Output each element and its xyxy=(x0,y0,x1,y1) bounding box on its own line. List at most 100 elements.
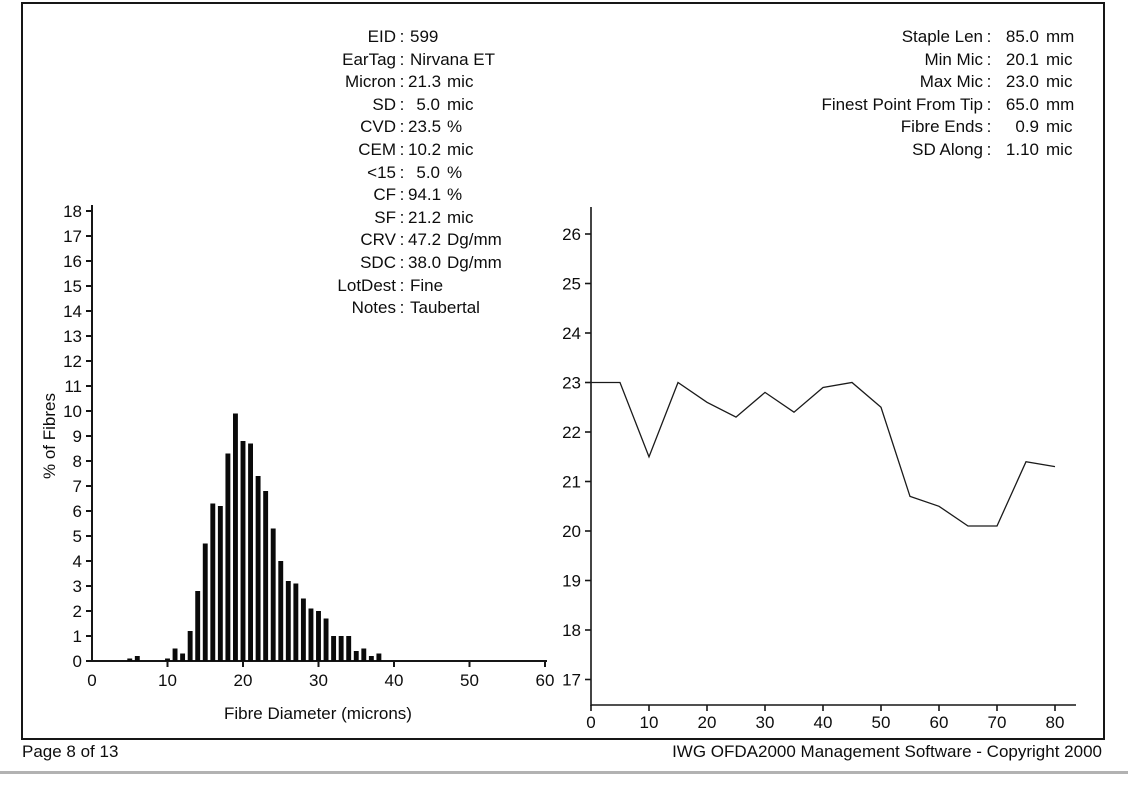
colon: : xyxy=(399,72,405,92)
histogram-bar xyxy=(255,476,261,661)
y-tick-label: 6 xyxy=(73,502,82,521)
field-label: Notes xyxy=(351,298,396,318)
y-tick-label: 4 xyxy=(73,552,82,571)
field-unit: mm xyxy=(1046,94,1075,114)
colon: : xyxy=(399,207,405,227)
histogram-bar xyxy=(172,648,178,661)
info-row: Staple Len:85.0 mm xyxy=(0,26,1075,49)
field-value: Fine xyxy=(410,275,444,295)
info-row: SF:21.2 mic xyxy=(22,207,502,230)
y-tick-label: 24 xyxy=(562,324,581,343)
field-value: 5.0 xyxy=(416,162,440,182)
field-unit: Dg/mm xyxy=(447,252,502,272)
info-row: <15:5.0% xyxy=(22,162,502,185)
x-tick-label: 40 xyxy=(385,671,404,690)
x-tick-label: 60 xyxy=(536,671,555,690)
histogram-bar xyxy=(308,608,314,661)
info-row: CVD:23.5% xyxy=(22,116,502,139)
histogram-bar xyxy=(331,636,337,661)
x-tick-label: 80 xyxy=(1046,713,1065,732)
histogram-bar xyxy=(293,583,299,661)
info-row: LotDest: Fine xyxy=(22,275,502,298)
x-tick-label: 10 xyxy=(640,713,659,732)
field-unit: mic xyxy=(1046,49,1073,69)
colon: : xyxy=(986,117,992,137)
histogram-bar xyxy=(346,636,352,661)
field-label: CEM xyxy=(358,139,396,159)
histogram-bar xyxy=(263,491,269,661)
colon: : xyxy=(399,162,405,182)
field-value: 47.2 xyxy=(408,230,442,250)
colon: : xyxy=(399,139,405,159)
histogram-bar xyxy=(278,561,284,661)
field-unit: % xyxy=(447,185,463,205)
field-value: 0.9 xyxy=(1015,117,1039,137)
colon: : xyxy=(399,185,405,205)
y-tick-label: 18 xyxy=(562,621,581,640)
y-tick-label: 0 xyxy=(73,652,82,671)
field-unit: mic xyxy=(447,72,474,92)
histogram-bar xyxy=(338,636,344,661)
y-tick-label: 20 xyxy=(562,522,581,541)
x-tick-label: 50 xyxy=(460,671,479,690)
field-value: 5.0 xyxy=(416,94,440,114)
histogram-bar xyxy=(225,453,231,661)
histogram-bar xyxy=(202,543,208,661)
histogram-bar xyxy=(361,648,367,661)
info-row: Micron:21.3 mic xyxy=(22,71,502,94)
x-tick-label: 10 xyxy=(158,671,177,690)
histogram-bar xyxy=(233,413,238,661)
field-label: EID xyxy=(367,27,396,46)
field-value: 65.0 xyxy=(1005,94,1039,114)
histogram-bar xyxy=(353,651,359,661)
info-row: CF:94.1% xyxy=(22,184,502,207)
x-tick-label: 0 xyxy=(87,671,96,690)
field-value: 21.3 xyxy=(408,72,442,92)
histogram-x-axis-title: Fibre Diameter (microns) xyxy=(224,704,412,723)
colon: : xyxy=(986,49,992,69)
histogram-bar xyxy=(248,443,253,661)
histogram-bar xyxy=(316,611,321,661)
window-bottom-separator xyxy=(0,771,1128,774)
field-unit: mm xyxy=(1046,27,1075,46)
field-label: Staple Len xyxy=(901,27,983,46)
y-tick-label: 15 xyxy=(63,277,82,296)
y-tick-label: 3 xyxy=(73,577,82,596)
y-tick-label: 14 xyxy=(63,302,82,321)
field-value: 1.10 xyxy=(1005,139,1039,159)
histogram-bar xyxy=(195,591,201,661)
histogram-bar xyxy=(323,618,329,661)
x-tick-label: 20 xyxy=(698,713,717,732)
colon: : xyxy=(399,27,405,46)
colon: : xyxy=(986,27,992,46)
y-tick-label: 16 xyxy=(63,252,82,271)
field-value: 23.5 xyxy=(408,117,442,137)
histogram-bar xyxy=(376,653,382,661)
colon: : xyxy=(399,117,405,137)
field-label: CVD xyxy=(360,117,396,137)
info-row: CRV:47.2 Dg/mm xyxy=(22,229,501,252)
info-row: Min Mic:20.1 mic xyxy=(0,49,1074,72)
micron-along-staple-profile: 17 18 19 20 21 22 23 24 25 26 0 10 20 30 40 50 60 70 80 xyxy=(562,207,1076,732)
y-tick-label: 10 xyxy=(63,402,82,421)
info-row: EarTag: Nirvana ET xyxy=(22,49,502,72)
field-unit: mic xyxy=(447,207,474,227)
field-label: Micron xyxy=(344,72,396,92)
y-tick-label: 8 xyxy=(73,452,82,471)
histogram-bar xyxy=(240,441,246,661)
field-value: 23.0 xyxy=(1005,72,1039,92)
y-tick-label: 25 xyxy=(562,275,581,294)
field-value: 38.0 xyxy=(408,252,442,272)
y-tick-label: 21 xyxy=(562,473,581,492)
info-row: SDC:38.0 Dg/mm xyxy=(22,252,502,275)
field-unit: mic xyxy=(1046,139,1073,159)
info-row: SD Along:1.10 mic xyxy=(0,139,1074,162)
field-label: Finest Point From Tip xyxy=(821,94,983,114)
micron-profile-line xyxy=(591,381,1056,527)
y-tick-label: 13 xyxy=(63,327,82,346)
colon: : xyxy=(399,275,405,295)
field-label: SF xyxy=(374,207,396,227)
colon: : xyxy=(399,230,405,250)
